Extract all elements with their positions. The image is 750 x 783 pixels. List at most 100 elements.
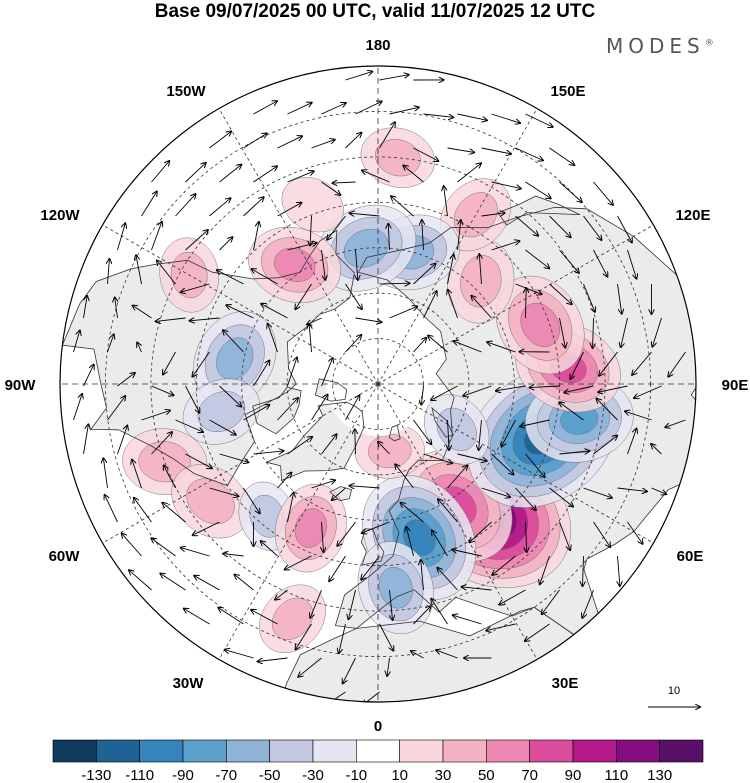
wind-arrow-icon bbox=[471, 296, 492, 319]
wind-arrow-icon bbox=[457, 113, 487, 120]
wind-arrow-icon bbox=[453, 615, 482, 625]
lon-label-90w: 90W bbox=[5, 377, 37, 394]
wind-arrow-icon bbox=[243, 133, 267, 149]
wind-arrow-icon bbox=[413, 264, 436, 285]
wind-arrow-icon bbox=[160, 574, 186, 591]
wind-arrow-icon bbox=[411, 651, 424, 659]
wind-arrow-icon bbox=[491, 453, 514, 474]
lon-label-60e: 60E bbox=[677, 548, 704, 565]
wind-arrow-icon bbox=[431, 385, 458, 400]
wind-arrow-icon bbox=[258, 657, 288, 662]
wind-arrow-icon bbox=[115, 298, 118, 319]
reference-vector: 10 bbox=[648, 685, 700, 707]
wind-arrow-icon bbox=[413, 419, 432, 444]
wind-arrow-icon bbox=[391, 196, 414, 217]
wind-arrow-icon bbox=[431, 599, 448, 625]
wind-arrow-icon bbox=[379, 623, 394, 651]
wind-arrow-icon bbox=[447, 255, 454, 285]
wind-arrow-icon bbox=[356, 249, 358, 280]
wind-arrow-icon bbox=[141, 411, 171, 421]
anomaly-contour bbox=[520, 303, 560, 347]
meridian-line bbox=[102, 383, 379, 544]
map-border bbox=[59, 65, 697, 703]
meridian-line bbox=[377, 383, 654, 544]
colorbar-swatch bbox=[572, 739, 617, 763]
wind-arrow-icon bbox=[515, 215, 539, 236]
wind-arrow-icon bbox=[457, 163, 482, 183]
wind-arrow-icon bbox=[192, 351, 210, 377]
meridian-line bbox=[377, 224, 654, 385]
wind-arrow-icon bbox=[632, 351, 652, 375]
anomaly-contour bbox=[374, 139, 421, 177]
wind-arrow-icon bbox=[428, 336, 448, 353]
wind-arrow-icon bbox=[261, 304, 288, 319]
wind-arrow-icon bbox=[447, 466, 468, 489]
wind-arrow-icon bbox=[481, 147, 511, 154]
wind-arrow-icon bbox=[219, 385, 242, 407]
colorbar-swatch bbox=[399, 739, 444, 763]
wind-arrow-icon bbox=[311, 480, 336, 489]
wind-arrow-icon bbox=[617, 215, 632, 242]
wind-arrow-icon bbox=[413, 338, 427, 353]
wind-arrow-icon bbox=[526, 288, 527, 319]
colorbar-tick-label: 50 bbox=[478, 767, 495, 783]
wind-arrow-icon bbox=[583, 487, 612, 498]
wind-arrow-icon bbox=[462, 587, 492, 591]
colorbar-tick-label: 10 bbox=[391, 767, 408, 783]
wind-arrow-icon bbox=[379, 122, 396, 149]
wind-arrow-icon bbox=[185, 230, 208, 251]
wind-arrow-icon bbox=[243, 197, 264, 217]
wind-arrow-icon bbox=[438, 499, 458, 523]
wind-arrow-icon bbox=[559, 521, 571, 550]
wind-arrow-icon bbox=[83, 365, 94, 387]
wind-arrow-icon bbox=[185, 163, 206, 183]
wind-arrow-icon bbox=[444, 186, 448, 217]
wind-arrow-icon bbox=[343, 657, 356, 683]
wind-arrow-icon bbox=[413, 147, 439, 161]
wind-arrow-icon bbox=[339, 623, 346, 653]
coast-ellesmere bbox=[314, 378, 348, 402]
wind-arrow-icon bbox=[253, 101, 277, 115]
wind-arrow-icon bbox=[163, 351, 176, 375]
wind-arrow-icon bbox=[117, 373, 135, 387]
wind-arrow-icon bbox=[549, 215, 571, 237]
coast-svalbard bbox=[388, 424, 401, 442]
wind-arrow-icon bbox=[345, 72, 373, 81]
wind-arrow-icon bbox=[520, 419, 550, 427]
wind-arrow-icon bbox=[406, 527, 414, 557]
anomaly-center bbox=[259, 584, 326, 654]
wind-vectors bbox=[73, 72, 686, 702]
wind-arrow-icon bbox=[559, 402, 584, 421]
wind-arrow-icon bbox=[549, 487, 574, 507]
wind-arrow-icon bbox=[432, 530, 448, 557]
wind-arrow-icon bbox=[421, 560, 424, 591]
wind-arrow-icon bbox=[501, 419, 516, 447]
wind-arrow-icon bbox=[275, 589, 288, 600]
colorbar-tick-label: -10 bbox=[345, 767, 367, 783]
registered-mark: ® bbox=[704, 38, 714, 49]
wind-arrow-icon bbox=[597, 399, 618, 421]
wind-arrow-icon bbox=[175, 419, 204, 432]
wind-arrow-icon bbox=[496, 385, 526, 391]
wind-arrow-icon bbox=[345, 283, 362, 309]
wind-arrow-icon bbox=[491, 181, 521, 189]
anomaly-contour bbox=[216, 337, 254, 381]
anomaly-layer bbox=[122, 127, 634, 654]
wind-arrow-icon bbox=[570, 351, 584, 379]
wind-arrow-icon bbox=[668, 351, 686, 377]
wind-arrow-icon bbox=[423, 113, 454, 117]
wind-arrow-icon bbox=[151, 161, 170, 183]
latitude-circle bbox=[150, 156, 606, 612]
wind-arrow-icon bbox=[525, 623, 550, 641]
wind-arrow-icon bbox=[194, 576, 220, 591]
anomaly-center bbox=[357, 541, 434, 635]
wind-arrow-icon bbox=[253, 361, 270, 387]
wind-arrow-icon bbox=[583, 555, 584, 586]
wind-arrow-icon bbox=[436, 650, 458, 659]
wind-arrow-icon bbox=[252, 269, 278, 285]
wind-arrow-icon bbox=[209, 132, 232, 149]
wind-arrow-icon bbox=[350, 486, 380, 488]
wind-arrow-icon bbox=[287, 437, 313, 455]
wind-arrow-icon bbox=[73, 331, 80, 353]
wind-arrow-icon bbox=[345, 335, 362, 353]
